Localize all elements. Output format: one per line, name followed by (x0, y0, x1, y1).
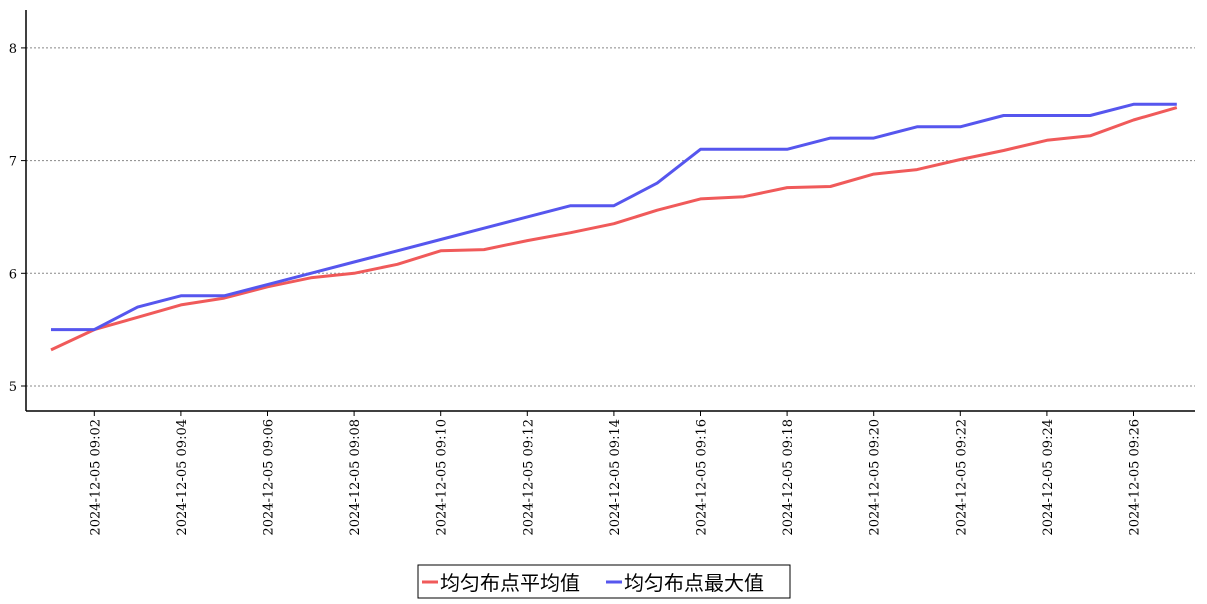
x-ticks: 2024-12-05 09:02 2024-12-05 09:04 2024-12-… (88, 411, 1142, 536)
x-tick-label: 2024-12-05 09:26 (1128, 419, 1143, 536)
x-tick-label: 2024-12-05 09:06 (262, 419, 277, 536)
y-ticks: 5 6 7 8 (9, 42, 26, 395)
series-line-0 (51, 108, 1177, 350)
y-tick-label: 5 (9, 380, 17, 395)
y-tick-label: 6 (9, 267, 17, 282)
x-tick-label: 2024-12-05 09:12 (521, 419, 536, 536)
legend-label-avg: 均匀布点平均值 (440, 571, 580, 595)
x-tick-label: 2024-12-05 09:14 (608, 419, 623, 536)
x-tick-label: 2024-12-05 09:02 (88, 419, 103, 536)
series-lines (51, 104, 1177, 350)
x-tick-label: 2024-12-05 09:16 (695, 419, 710, 536)
grid (26, 48, 1195, 386)
x-tick-label: 2024-12-05 09:18 (781, 419, 796, 536)
y-tick-label: 8 (9, 42, 17, 57)
series-line-1 (51, 104, 1177, 329)
x-tick-label: 2024-12-05 09:04 (175, 419, 190, 536)
x-tick-label: 2024-12-05 09:24 (1041, 419, 1056, 536)
x-tick-label: 2024-12-05 09:20 (868, 419, 883, 536)
legend: 均匀布点平均值 均匀布点最大值 (418, 565, 790, 598)
legend-label-max: 均匀布点最大值 (624, 571, 764, 595)
y-tick-label: 7 (9, 155, 17, 170)
x-tick-label: 2024-12-05 09:10 (435, 419, 450, 536)
x-tick-label: 2024-12-05 09:08 (348, 419, 363, 536)
x-tick-label: 2024-12-05 09:22 (954, 419, 969, 536)
